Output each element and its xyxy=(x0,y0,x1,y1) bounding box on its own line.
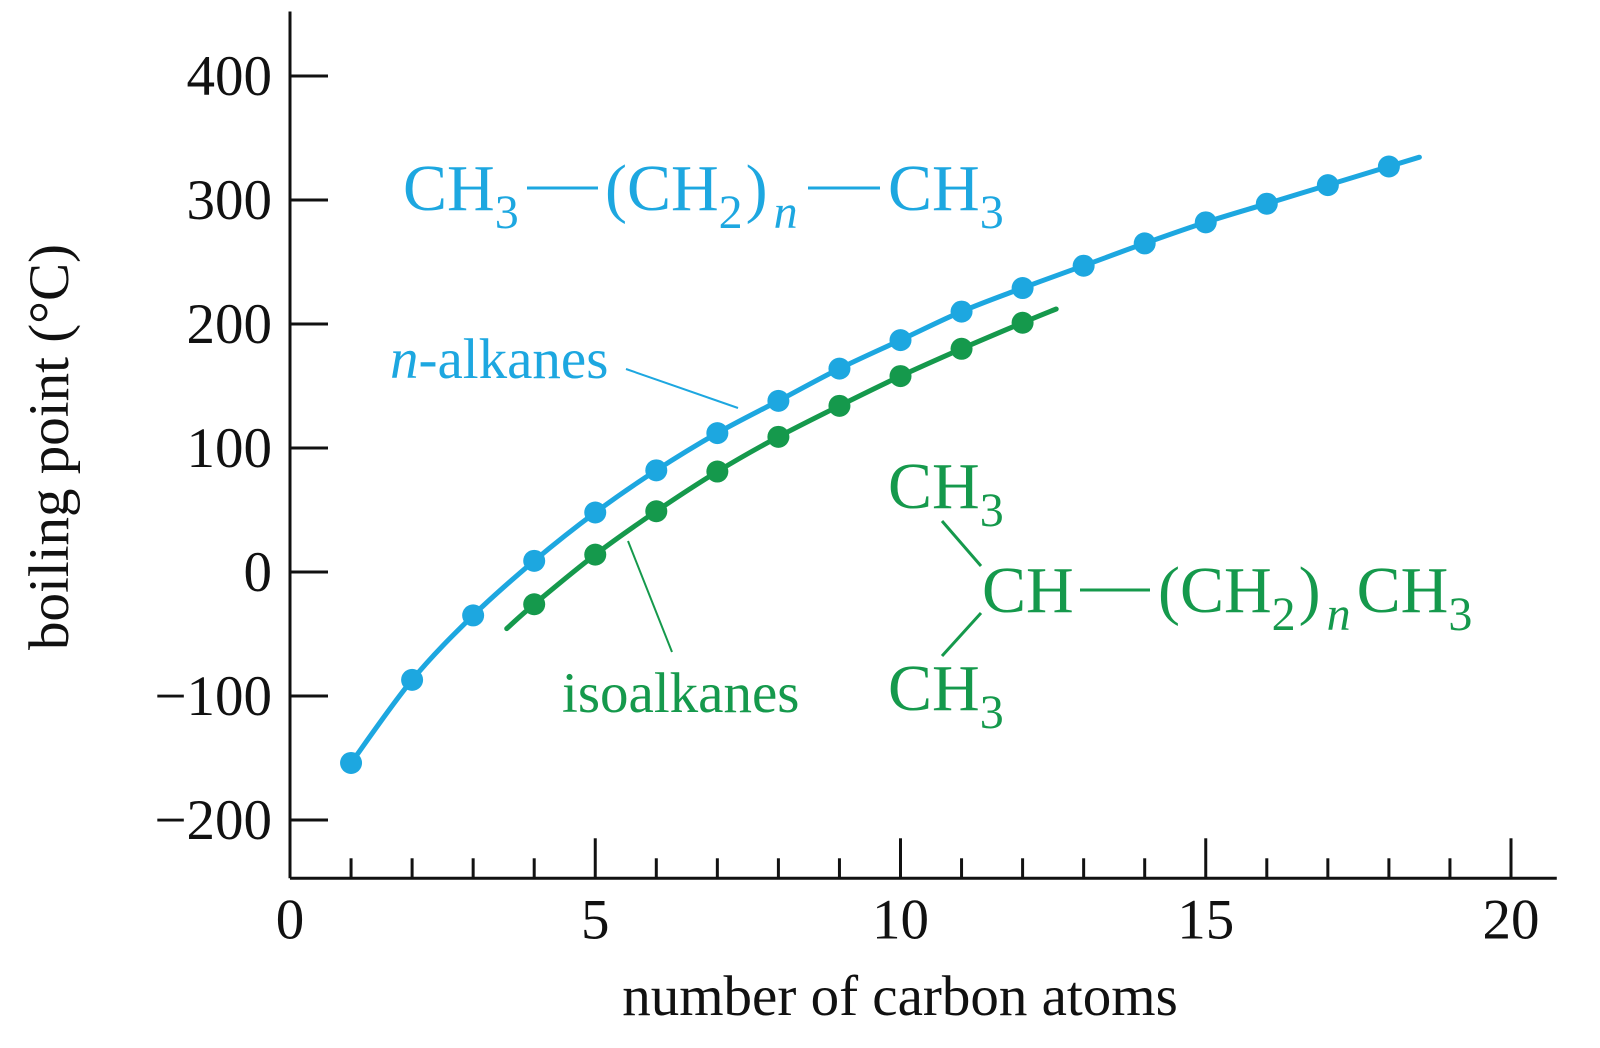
y-axis-label: boiling point (°C) xyxy=(18,244,81,650)
isoalkanes-data-point xyxy=(706,460,729,483)
formula-subscript: 3 xyxy=(980,686,1004,739)
n-alkanes-data-point xyxy=(706,422,729,445)
formula-bottom-methyl: CH3 xyxy=(888,652,1004,739)
isoalkanes-leader-line xyxy=(627,540,673,653)
n-alkanes-data-point xyxy=(523,549,546,572)
formula-center-ch: CH xyxy=(982,554,1074,627)
n-alkanes-data-point xyxy=(767,389,790,412)
formula-bond-line xyxy=(940,611,983,658)
n-alkanes-data-point xyxy=(401,668,424,691)
formula-subscript: 3 xyxy=(980,484,1004,537)
isoalkanes-data-point xyxy=(950,337,973,360)
n-alkanes-label-rest: -alkanes xyxy=(419,328,609,391)
n-alkanes-data-point xyxy=(1377,155,1400,178)
isoalkane-formula: CH3 CH (CH2) nCH3 CH3 xyxy=(888,450,1472,739)
formula-right-methyl: CH3 xyxy=(888,152,1004,239)
formula-subscript: 3 xyxy=(980,186,1004,239)
y-tick-label: 100 xyxy=(187,417,273,480)
n-alkanes-curve xyxy=(348,154,1422,766)
formula-bond-line xyxy=(940,520,983,567)
n-alkanes-data-point xyxy=(645,459,668,482)
isoalkanes-data-point xyxy=(1011,311,1034,334)
isoalkanes-data-point xyxy=(889,365,912,388)
y-tick-label: 200 xyxy=(187,293,273,356)
formula-subscript: 2 xyxy=(1272,588,1296,641)
x-tick-label: 10 xyxy=(872,888,929,951)
n-alkanes-label: n-alkanes xyxy=(390,328,608,391)
formula-atoms-text: (CH xyxy=(1158,554,1272,627)
data-marks xyxy=(340,154,1422,774)
x-tick-label: 20 xyxy=(1483,888,1540,951)
n-alkanes-data-point xyxy=(462,604,485,627)
formula-atoms-text: CH xyxy=(403,152,495,225)
n-alkanes-data-point xyxy=(584,501,607,524)
formula-subscript: 2 xyxy=(719,186,743,239)
axes: −200 −100 0 100 200 300 400 0 5 10 15 20 xyxy=(154,11,1557,951)
y-tick-label: 0 xyxy=(244,541,273,604)
n-alkanes-data-point xyxy=(1011,277,1034,300)
formula-atoms-text: CH xyxy=(1357,554,1449,627)
formula-subscript-n: n xyxy=(1327,588,1351,641)
formula-chain: (CH2) nCH3 xyxy=(1158,554,1472,641)
formula-left-methyl: CH3 xyxy=(403,152,519,239)
n-alkanes-data-point xyxy=(340,751,363,774)
formula-paren-text: ) xyxy=(1299,554,1321,627)
isoalkanes-data-point xyxy=(767,425,790,448)
formula-repeat-unit: (CH2) n xyxy=(605,152,798,239)
n-alkanes-data-point xyxy=(1255,192,1278,215)
y-tick-label: 300 xyxy=(187,169,273,232)
isoalkanes-label: isoalkanes xyxy=(562,662,799,725)
x-tick-label: 15 xyxy=(1177,888,1234,951)
n-alkane-formula: CH3 (CH2) n CH3 xyxy=(403,152,1004,239)
y-tick-label: 400 xyxy=(187,45,273,108)
formula-top-methyl: CH3 xyxy=(888,450,1004,537)
formula-atoms-text: CH xyxy=(888,152,980,225)
isoalkanes-data-point xyxy=(645,500,668,523)
x-tick-label: 0 xyxy=(276,888,305,951)
n-alkanes-data-point xyxy=(950,300,973,323)
n-alkanes-data-point xyxy=(1133,232,1156,255)
formula-subscript: 3 xyxy=(495,186,519,239)
y-tick-label: −200 xyxy=(154,789,272,852)
n-alkanes-data-point xyxy=(1316,174,1339,197)
formula-subscript-n: n xyxy=(774,186,798,239)
formula-atoms-text: CH xyxy=(888,652,980,725)
n-alkanes-data-point xyxy=(1194,211,1217,234)
n-alkanes-data-point xyxy=(828,357,851,380)
n-alkanes-leader-line xyxy=(625,368,739,409)
formula-atoms-text: (CH xyxy=(605,152,719,225)
x-tick-label: 5 xyxy=(581,888,610,951)
x-axis-label: number of carbon atoms xyxy=(622,965,1178,1028)
isoalkanes-data-point xyxy=(523,593,546,616)
isoalkanes-data-point xyxy=(828,394,851,417)
formula-paren-text: ) xyxy=(746,152,768,225)
n-alkanes-data-point xyxy=(889,329,912,352)
formula-atoms-text: CH xyxy=(888,450,980,523)
formula-subscript: 3 xyxy=(1448,588,1472,641)
n-alkanes-label-prefix: n xyxy=(390,328,419,391)
isoalkanes-data-point xyxy=(584,543,607,566)
y-tick-label: −100 xyxy=(154,665,272,728)
n-alkanes-data-point xyxy=(1072,254,1095,277)
